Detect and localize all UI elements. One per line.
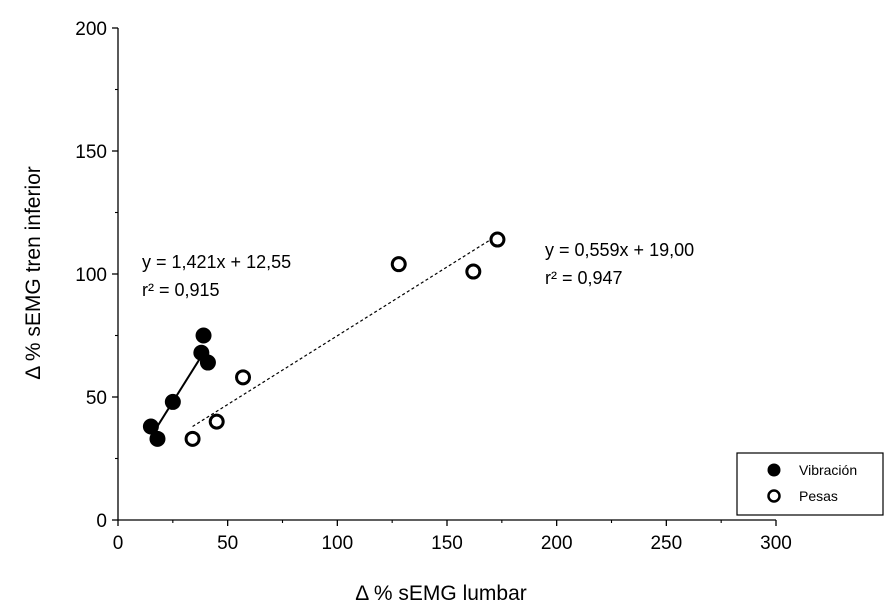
y-tick-label: 200 [75, 19, 107, 40]
x-tick-label: 200 [541, 533, 573, 554]
pesas-r2: r² = 0,947 [545, 268, 623, 288]
x-tick-label: 0 [113, 533, 124, 554]
x-tick-label: 50 [217, 533, 238, 554]
vibracion-point [195, 327, 212, 344]
y-tick-label: 150 [75, 142, 107, 163]
fit-annotations: y = 1,421x + 12,55 r² = 0,915 y = 0,559x… [142, 240, 694, 300]
pesas-point [184, 430, 201, 447]
x-axis-label: Δ % sEMG lumbar [355, 582, 527, 605]
pesas-point [235, 369, 252, 386]
vibracion-point [199, 354, 216, 371]
vibracion-fit-line [152, 352, 205, 434]
pesas-equation: y = 0,559x + 19,00 [545, 240, 694, 260]
legend-marker-pesas [767, 489, 781, 503]
axes: 0 50 100 150 200 250 300 0 50 100 150 200 [75, 19, 792, 554]
legend-marker-vibracion [767, 463, 781, 477]
pesas-point [465, 263, 482, 280]
vibracion-point [142, 418, 159, 435]
vibracion-equation: y = 1,421x + 12,55 [142, 252, 291, 272]
vibracion-point [164, 393, 181, 410]
legend-label-vibracion: Vibración [799, 462, 857, 478]
x-tick-label: 250 [650, 533, 682, 554]
y-tick-label: 50 [86, 388, 107, 409]
vibracion-r2: r² = 0,915 [142, 280, 220, 300]
x-tick-label: 300 [760, 533, 792, 554]
pesas-point [208, 413, 225, 430]
y-tick-label: 0 [96, 511, 107, 532]
legend: Vibración Pesas [736, 452, 884, 516]
pesas-fit-line [192, 234, 498, 428]
pesas-point [489, 231, 506, 248]
x-tick-label: 100 [321, 533, 353, 554]
fit-lines [152, 234, 498, 434]
y-tick-label: 100 [75, 265, 107, 286]
legend-label-pesas: Pesas [799, 488, 838, 504]
data-points [142, 231, 506, 447]
x-tick-label: 150 [431, 533, 463, 554]
pesas-point [390, 256, 407, 273]
vibracion-point [149, 430, 166, 447]
y-axis-label: Δ % sEMG tren inferior [22, 166, 45, 380]
legend-box [736, 452, 884, 516]
